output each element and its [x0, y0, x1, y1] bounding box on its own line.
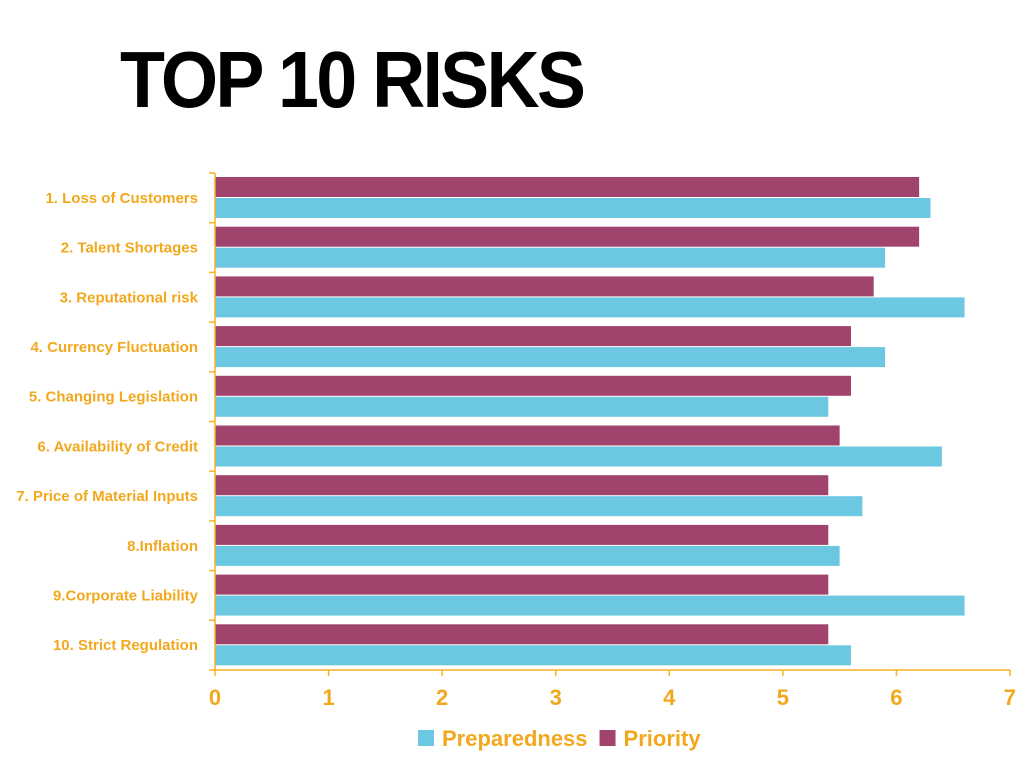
category-label: 7. Price of Material Inputs [16, 488, 198, 505]
bar-priority [215, 326, 851, 347]
x-tick-label: 2 [436, 685, 448, 710]
bar-priority [215, 177, 920, 197]
x-tick-label: 7 [1004, 685, 1016, 710]
bar-preparedness [215, 198, 931, 218]
page-title: TOP 10 RISKS [120, 35, 586, 124]
bar-preparedness [215, 297, 965, 318]
bar-preparedness [215, 545, 840, 566]
bar-preparedness [215, 496, 863, 517]
category-label: 9.Corporate Liability [53, 587, 199, 604]
bar-priority [215, 624, 829, 645]
x-tick-label: 0 [209, 685, 221, 710]
bar-priority [215, 475, 829, 496]
category-label: 5. Changing Legislation [29, 389, 198, 406]
bar-preparedness [215, 595, 965, 616]
bar-preparedness [215, 645, 851, 666]
x-tick-label: 6 [890, 685, 902, 710]
legend-swatch [418, 730, 434, 746]
bar-priority [215, 425, 840, 446]
category-label: 3. Reputational risk [60, 289, 199, 306]
bar-priority [215, 574, 829, 595]
x-tick-label: 1 [322, 685, 334, 710]
legend-swatch [599, 730, 616, 746]
legend-label: Priority [624, 726, 702, 751]
bar-preparedness [215, 446, 942, 467]
category-label: 4. Currency Fluctuation [30, 339, 198, 356]
category-label: 1. Loss of Customers [45, 190, 198, 207]
x-tick-label: 3 [550, 685, 562, 710]
bar-priority [215, 226, 920, 247]
x-tick-label: 4 [663, 685, 676, 710]
bar-preparedness [215, 247, 886, 268]
bar-priority [215, 276, 874, 297]
bar-priority [215, 524, 829, 545]
category-label: 10. Strict Regulation [53, 637, 198, 654]
category-label: 6. Availability of Credit [37, 438, 198, 455]
bar-priority [215, 375, 851, 396]
bar-preparedness [215, 347, 886, 368]
category-label: 2. Talent Shortages [61, 240, 198, 257]
category-label: 8.Inflation [127, 538, 198, 555]
x-tick-label: 5 [777, 685, 789, 710]
bar-preparedness [215, 396, 829, 417]
legend-label: Preparedness [442, 726, 588, 751]
